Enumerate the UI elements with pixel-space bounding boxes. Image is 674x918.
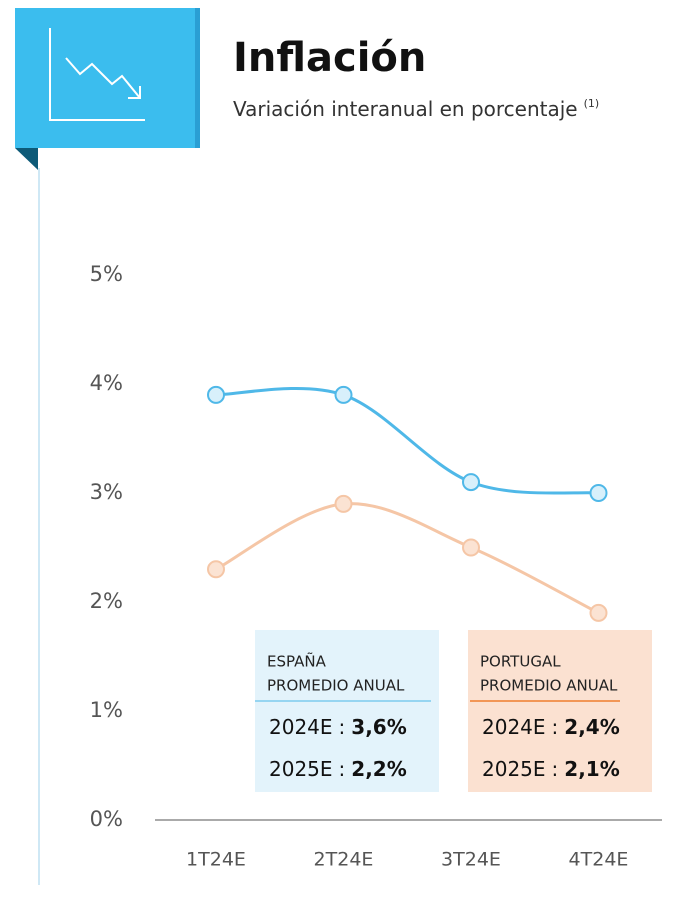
point <box>334 385 353 404</box>
point <box>462 538 480 557</box>
summary-value: 2,2% <box>351 757 406 781</box>
x-tick-label: 3T24E <box>441 849 501 871</box>
summary-label: PROMEDIO ANUAL <box>267 677 405 695</box>
summary-box <box>468 630 652 792</box>
summary-row: 2024E:2,4% <box>482 715 620 739</box>
summary-separator: : <box>339 715 346 739</box>
point <box>334 494 353 513</box>
summary-row: 2025E:2,2% <box>269 757 407 781</box>
x-tick-label: 2T24E <box>314 849 374 871</box>
side-rule <box>38 168 40 885</box>
summary-label: PROMEDIO ANUAL <box>480 677 618 695</box>
summary-year: 2024E <box>482 715 546 739</box>
y-tick-label: 1% <box>90 698 123 722</box>
chart-title: Inflación <box>233 35 426 81</box>
y-tick-label: 3% <box>90 480 123 504</box>
series-line <box>215 386 599 495</box>
x-tick-label: 4T24E <box>569 849 629 871</box>
summary-separator: : <box>339 757 346 781</box>
y-tick-label: 2% <box>90 589 123 613</box>
summary-year: 2024E <box>269 715 333 739</box>
point <box>462 473 480 492</box>
chart-subtitle: Variación interanual en porcentaje (1) <box>233 97 599 121</box>
summary-value: 2,4% <box>564 715 619 739</box>
summary-value: 2,1% <box>564 757 619 781</box>
summary-separator: : <box>552 757 559 781</box>
summary-separator: : <box>552 715 559 739</box>
summary-country: PORTUGAL <box>480 653 561 671</box>
point <box>207 385 225 404</box>
subtitle-text: Variación interanual en porcentaje <box>233 97 578 121</box>
trend-icon <box>49 28 145 121</box>
series-line <box>215 502 600 615</box>
summary-year: 2025E <box>482 757 546 781</box>
y-tick-label: 0% <box>90 807 123 831</box>
point <box>207 560 225 579</box>
summary-year: 2025E <box>269 757 333 781</box>
summary-row: 2024E:3,6% <box>269 715 407 739</box>
point <box>589 603 608 622</box>
summary-row: 2025E:2,1% <box>482 757 620 781</box>
summary-country: ESPAÑA <box>267 652 327 671</box>
x-tick-label: 1T24E <box>186 849 246 871</box>
summary-value: 3,6% <box>351 715 406 739</box>
y-tick-label: 4% <box>90 371 123 395</box>
y-tick-label: 5% <box>90 262 123 286</box>
point <box>589 484 608 502</box>
summary-box <box>255 630 439 792</box>
header-icon-edge <box>195 8 200 148</box>
header-fold <box>15 148 38 170</box>
subtitle-note: (1) <box>584 97 600 110</box>
